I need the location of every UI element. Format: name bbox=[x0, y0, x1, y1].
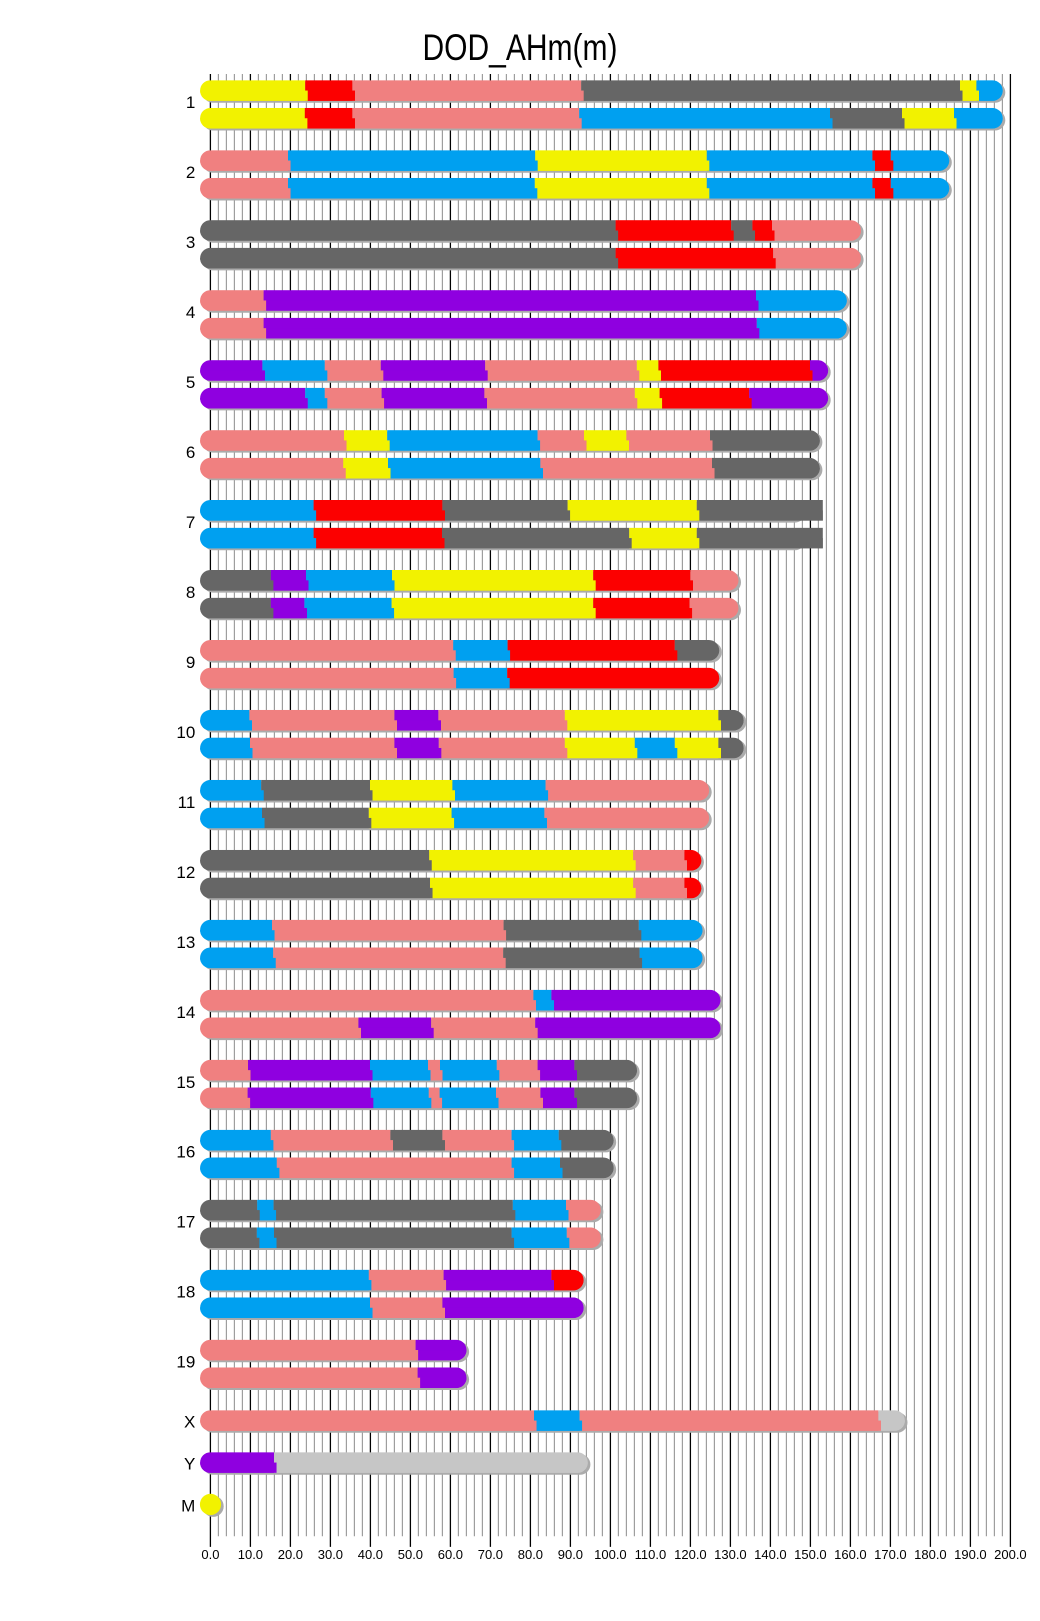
svg-text:10.0: 10.0 bbox=[238, 1547, 263, 1562]
svg-text:170.0: 170.0 bbox=[874, 1547, 907, 1562]
svg-text:60.0: 60.0 bbox=[438, 1547, 463, 1562]
svg-text:9: 9 bbox=[186, 653, 195, 672]
svg-text:19: 19 bbox=[176, 1353, 195, 1372]
svg-text:30.0: 30.0 bbox=[318, 1547, 343, 1562]
svg-text:16: 16 bbox=[176, 1143, 195, 1162]
svg-text:160.0: 160.0 bbox=[834, 1547, 867, 1562]
svg-text:200.0: 200.0 bbox=[994, 1547, 1027, 1562]
svg-text:DOD_AHm(m): DOD_AHm(m) bbox=[423, 27, 618, 68]
svg-text:190.0: 190.0 bbox=[954, 1547, 987, 1562]
svg-text:Y: Y bbox=[184, 1455, 195, 1474]
svg-text:140.0: 140.0 bbox=[754, 1547, 787, 1562]
svg-text:80.0: 80.0 bbox=[518, 1547, 543, 1562]
svg-text:120.0: 120.0 bbox=[674, 1547, 707, 1562]
svg-text:110.0: 110.0 bbox=[635, 1547, 667, 1562]
svg-text:X: X bbox=[184, 1413, 195, 1432]
svg-text:7: 7 bbox=[186, 513, 195, 532]
svg-text:3: 3 bbox=[186, 233, 195, 252]
svg-text:90.0: 90.0 bbox=[558, 1547, 583, 1562]
svg-text:100.0: 100.0 bbox=[594, 1547, 627, 1562]
svg-text:6: 6 bbox=[186, 443, 195, 462]
svg-text:50.0: 50.0 bbox=[398, 1547, 423, 1562]
svg-text:40.0: 40.0 bbox=[358, 1547, 383, 1562]
svg-text:14: 14 bbox=[176, 1003, 195, 1022]
svg-text:130.0: 130.0 bbox=[714, 1547, 747, 1562]
svg-text:M: M bbox=[181, 1496, 195, 1515]
svg-text:11: 11 bbox=[178, 793, 196, 812]
svg-text:5: 5 bbox=[186, 373, 195, 392]
svg-text:180.0: 180.0 bbox=[914, 1547, 947, 1562]
svg-text:15: 15 bbox=[176, 1073, 195, 1092]
svg-text:20.0: 20.0 bbox=[278, 1547, 303, 1562]
svg-text:0.0: 0.0 bbox=[201, 1547, 219, 1562]
svg-text:150.0: 150.0 bbox=[794, 1547, 827, 1562]
svg-text:1: 1 bbox=[186, 93, 195, 112]
svg-text:8: 8 bbox=[186, 583, 195, 602]
svg-text:18: 18 bbox=[176, 1283, 195, 1302]
svg-text:13: 13 bbox=[176, 933, 195, 952]
svg-text:10: 10 bbox=[176, 723, 195, 742]
svg-text:4: 4 bbox=[186, 303, 195, 322]
svg-text:2: 2 bbox=[186, 163, 195, 182]
svg-text:70.0: 70.0 bbox=[478, 1547, 503, 1562]
svg-text:12: 12 bbox=[176, 863, 195, 882]
svg-text:17: 17 bbox=[176, 1213, 195, 1232]
